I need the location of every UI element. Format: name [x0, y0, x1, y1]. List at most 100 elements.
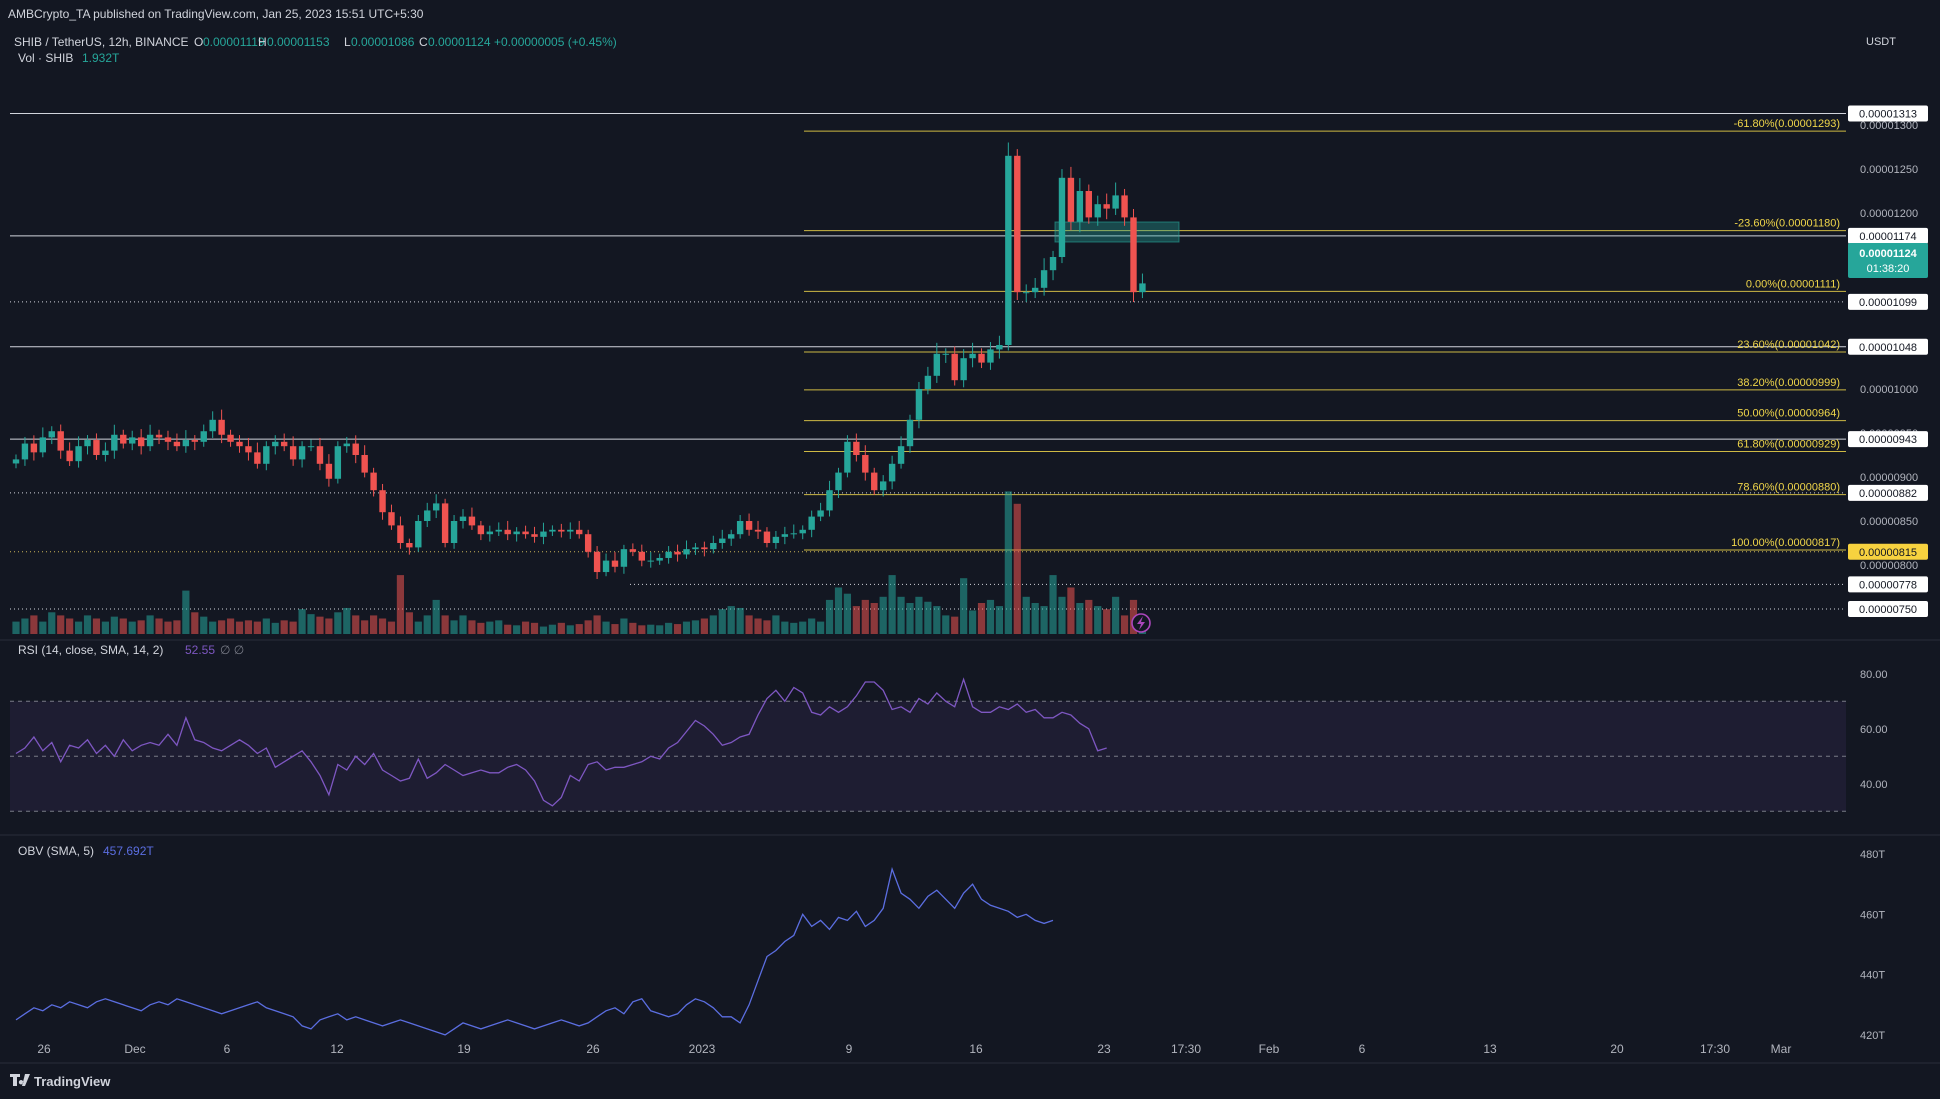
time-axis[interactable]: 26 Dec 6 12 19 26 2023 9 16 23 17:30 Feb 6 13 20 17:30 M… [37, 1042, 1791, 1056]
candle-body [1005, 155, 1012, 345]
volume-bar [370, 615, 378, 634]
tradingview-icon [10, 1074, 30, 1086]
candle-body [745, 521, 753, 530]
candle-body [799, 529, 806, 534]
volume-bar [960, 578, 968, 634]
candle-body [468, 516, 476, 526]
volume-bar [83, 615, 92, 634]
volume-bar [387, 621, 396, 634]
volume-bar [691, 620, 700, 634]
volume-bar [110, 616, 118, 634]
volume-bar [1103, 609, 1111, 634]
volume-value: 1.932T [82, 51, 120, 65]
symbol-label[interactable]: SHIB / TetherUS, 12h, BINANCE [14, 35, 189, 49]
rsi-legend: RSI (14, close, SMA, 14, 2) 52.55 ∅ ∅ [18, 643, 244, 657]
time-tick: 26 [37, 1042, 51, 1056]
candle-body [656, 557, 663, 561]
rsi-pane[interactable] [10, 677, 1846, 812]
supply-zone-box[interactable] [1054, 221, 1180, 243]
rsi-tick: 80.00 [1860, 669, 1888, 681]
candle-body [629, 549, 637, 552]
candle-body [441, 503, 449, 543]
volume-bar [244, 620, 253, 634]
volume-bars [12, 491, 1147, 634]
time-tick: Feb [1259, 1042, 1280, 1056]
candle-body [1040, 270, 1048, 288]
flash-icon[interactable] [1131, 613, 1151, 633]
candle-body [531, 534, 538, 537]
price-label-text: 0.00000943 [1859, 434, 1917, 446]
time-tick: 19 [457, 1042, 471, 1056]
volume-bar [459, 615, 467, 634]
candle-body [75, 446, 82, 462]
candle-body [602, 560, 610, 573]
candle-body [567, 529, 574, 532]
volume-bar [66, 618, 74, 634]
candle-body [692, 547, 699, 550]
obv-tick: 420T [1860, 1030, 1885, 1042]
volume-bar [396, 575, 405, 634]
price-tick: 0.00001200 [1860, 208, 1918, 220]
candle-body [1049, 257, 1057, 271]
time-tick: 17:30 [1700, 1042, 1730, 1056]
volume-bar [343, 607, 351, 634]
candle-body [620, 549, 628, 567]
candle-body [209, 419, 216, 432]
candle-body [942, 353, 949, 355]
current-price: 0.00001124 [1859, 248, 1917, 260]
volume-bar [1094, 606, 1102, 634]
volume-bar [602, 621, 610, 634]
candlesticks [12, 142, 1146, 580]
candle-body [370, 472, 377, 491]
volume-bar [745, 615, 753, 634]
candle-body [21, 443, 29, 460]
currency-label: USDT [1866, 36, 1896, 48]
candle-body [432, 503, 440, 511]
volume-bar [834, 587, 843, 634]
open-value: 0.00001119 [203, 35, 265, 49]
candle-body [781, 534, 789, 537]
candle-body [102, 450, 109, 455]
volume-bar [566, 625, 574, 634]
volume-bar [289, 621, 297, 634]
obv-pane[interactable] [15, 866, 1054, 1036]
candle-body [844, 441, 851, 473]
close-label: C [419, 35, 428, 49]
volume-bar [584, 620, 592, 634]
volume-bar [1004, 491, 1012, 634]
published-by: AMBCrypto_TA published on TradingView.co… [8, 7, 424, 21]
candle-body [871, 472, 878, 491]
tradingview-logo[interactable]: TradingView [10, 1074, 111, 1089]
volume-bar [772, 615, 780, 634]
candle-body [611, 560, 619, 567]
rsi-label: RSI (14, close, SMA, 14, 2) [18, 643, 163, 657]
volume-bar [1112, 596, 1120, 634]
volume-bar [1058, 596, 1066, 634]
volume-bar [101, 621, 109, 634]
low-value: 0.00001086 [351, 35, 415, 49]
volume-bar [325, 618, 333, 634]
volume-bar [21, 618, 29, 634]
rsi-value: 52.55 [185, 643, 215, 657]
candle-body [477, 525, 485, 535]
candle-body [754, 529, 762, 532]
volume-bar [861, 599, 869, 634]
volume-bar [790, 622, 798, 634]
volume-bar [718, 609, 726, 634]
volume-bar [897, 596, 905, 634]
candle-body [48, 431, 55, 438]
candle-body [736, 521, 744, 535]
fibonacci-retracement[interactable]: -61.80%(0.00001293) -23.60%(0.00001180) 0.… [804, 118, 1846, 551]
candle-body [862, 455, 869, 473]
price-label-box [1848, 338, 1928, 355]
close-value: 0.00001124 [428, 35, 491, 49]
price-label-text: 0.00000778 [1859, 579, 1917, 591]
open-label: O [194, 35, 203, 49]
volume-bar [468, 620, 476, 634]
time-tick: 23 [1097, 1042, 1111, 1056]
volume-bar [92, 618, 101, 634]
change-value: +0.00000005 (+0.45%) [494, 35, 617, 49]
candle-body [879, 481, 887, 491]
volume-bar [298, 609, 306, 634]
